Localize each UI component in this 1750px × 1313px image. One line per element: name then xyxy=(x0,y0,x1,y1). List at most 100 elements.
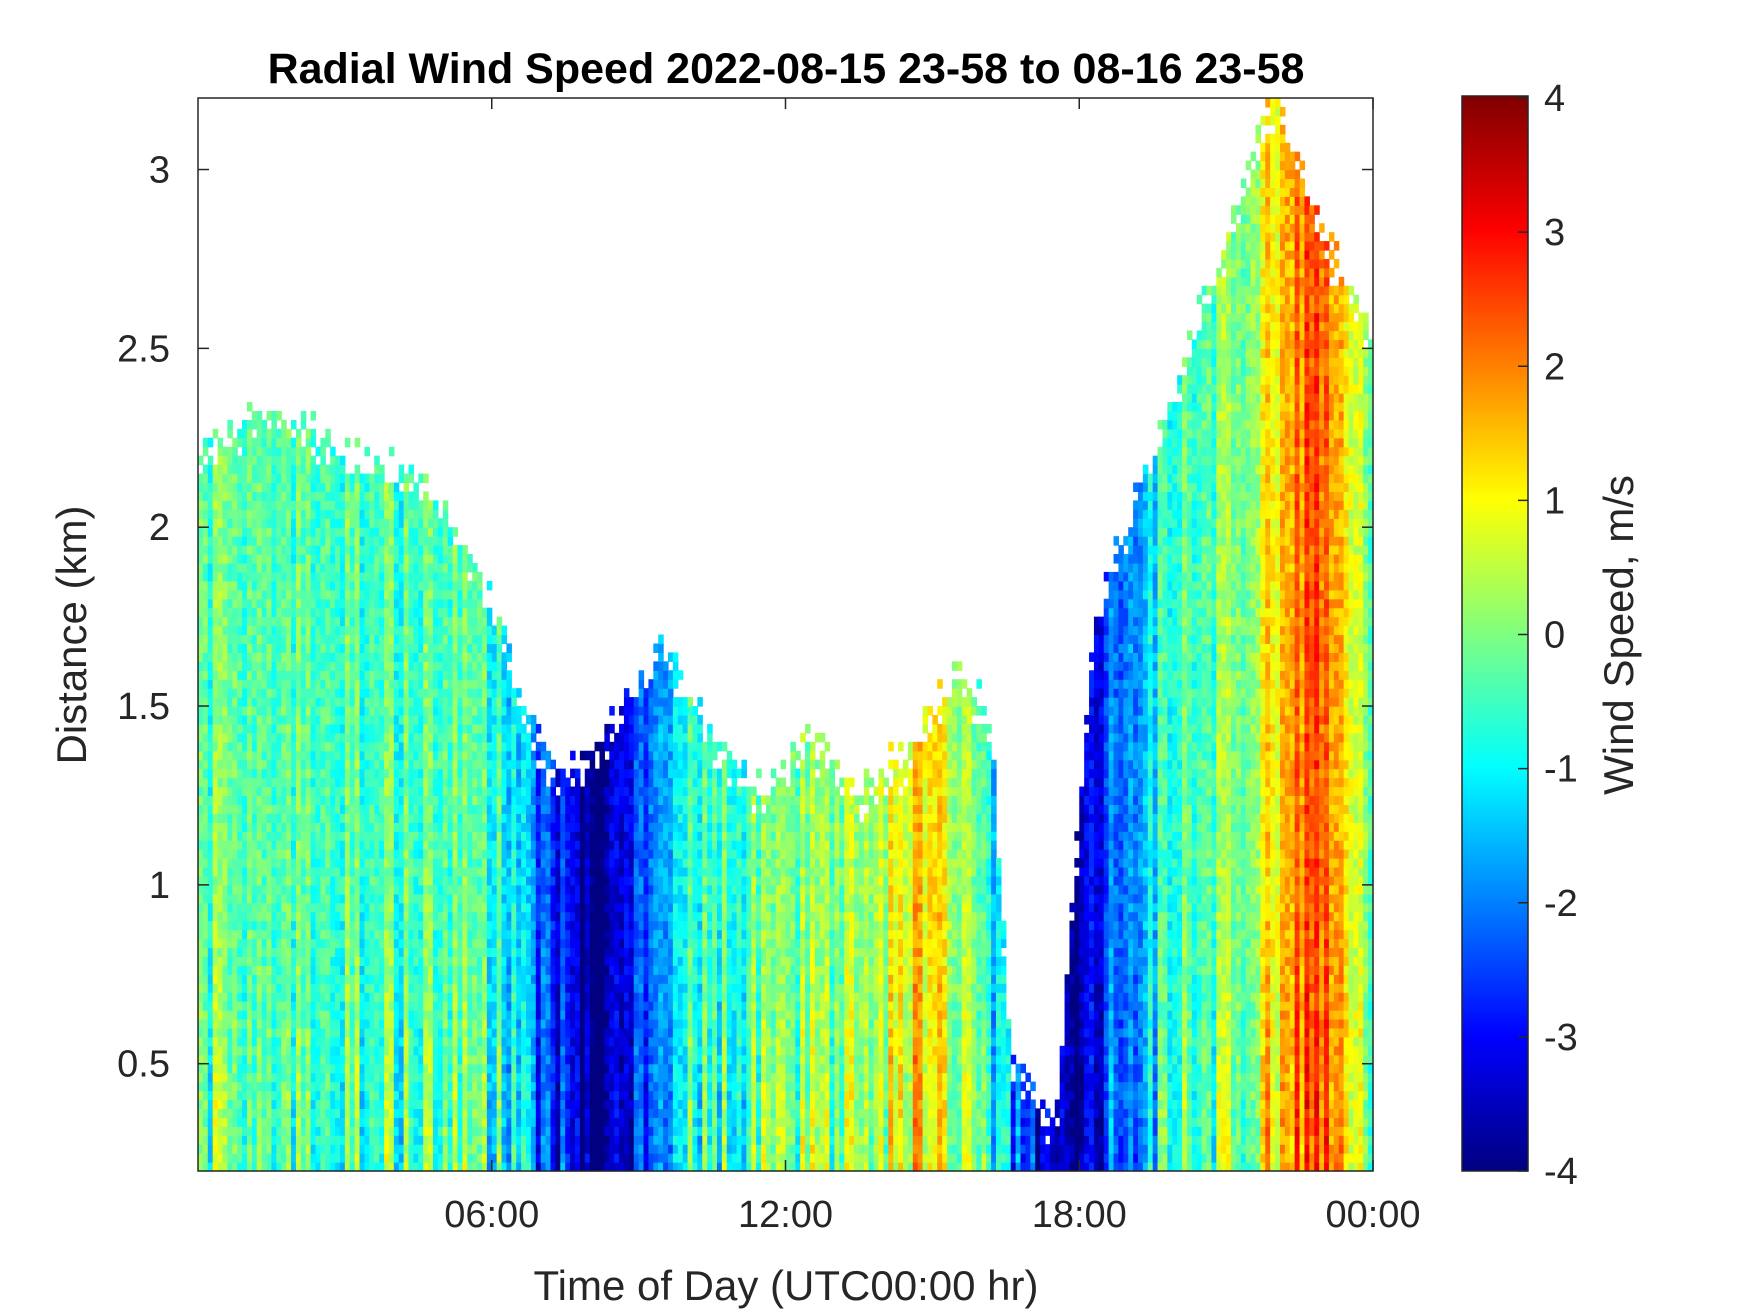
heatmap-cell xyxy=(246,723,253,734)
heatmap-cell xyxy=(486,1090,493,1101)
heatmap-cell xyxy=(403,831,410,841)
heatmap-cell xyxy=(462,992,468,1002)
heatmap-cell xyxy=(202,509,209,519)
heatmap-cell xyxy=(398,464,405,475)
heatmap-cell xyxy=(202,956,209,966)
heatmap-cell xyxy=(266,1162,273,1172)
heatmap-cell xyxy=(207,1126,214,1136)
heatmap-cell xyxy=(286,858,292,868)
heatmap-cell xyxy=(281,1001,287,1011)
heatmap-cell xyxy=(374,616,380,627)
heatmap-cell xyxy=(198,1010,204,1020)
heatmap-cell xyxy=(344,1081,351,1092)
heatmap-cell xyxy=(237,652,243,662)
heatmap-cell xyxy=(300,804,307,814)
heatmap-cell xyxy=(242,983,248,993)
heatmap-cell xyxy=(237,428,243,439)
heatmap-cell xyxy=(403,1135,410,1145)
heatmap-cell xyxy=(477,723,483,734)
heatmap-cell xyxy=(349,554,356,564)
heatmap-cell xyxy=(452,670,459,680)
heatmap-cell xyxy=(227,1135,233,1145)
heatmap-cell xyxy=(369,598,375,609)
heatmap-cell xyxy=(330,545,336,555)
heatmap-cell xyxy=(237,661,243,671)
heatmap-cell xyxy=(388,992,395,1002)
heatmap-cell xyxy=(364,554,370,564)
heatmap-cell xyxy=(246,634,253,645)
heatmap-cell xyxy=(413,786,419,797)
heatmap-cell xyxy=(232,509,238,519)
heatmap-cell xyxy=(339,1153,346,1163)
heatmap-cell xyxy=(447,858,454,868)
heatmap-cell xyxy=(359,1135,366,1145)
heatmap-cell xyxy=(291,741,297,752)
heatmap-cell xyxy=(423,580,429,591)
heatmap-cell xyxy=(413,1162,419,1172)
heatmap-cell xyxy=(477,750,483,761)
heatmap-cell xyxy=(393,688,400,698)
heatmap-cell xyxy=(246,1081,253,1092)
heatmap-cell xyxy=(403,1108,410,1118)
heatmap-cell xyxy=(291,1036,297,1047)
heatmap-cell xyxy=(281,1090,287,1101)
heatmap-cell xyxy=(403,866,410,877)
heatmap-cell xyxy=(325,1045,331,1056)
heatmap-cell xyxy=(398,875,405,886)
heatmap-cell xyxy=(256,527,263,537)
heatmap-cell xyxy=(462,831,468,841)
heatmap-cell xyxy=(472,1036,478,1047)
heatmap-cell xyxy=(222,697,228,707)
heatmap-cell xyxy=(242,625,248,636)
heatmap-cell xyxy=(388,902,395,913)
heatmap-cell xyxy=(266,1126,273,1136)
heatmap-cell xyxy=(242,813,248,823)
heatmap-cell xyxy=(276,428,282,439)
heatmap-cell xyxy=(251,607,258,618)
heatmap-cell xyxy=(237,688,243,698)
heatmap-cell xyxy=(320,527,326,537)
heatmap-cell xyxy=(364,875,370,886)
heatmap-cell xyxy=(246,1072,253,1083)
heatmap-cell xyxy=(320,455,326,466)
heatmap-cell xyxy=(452,1001,459,1011)
heatmap-cell xyxy=(305,607,312,618)
heatmap-cell xyxy=(433,616,439,627)
heatmap-cell xyxy=(349,679,356,689)
heatmap-cell xyxy=(457,554,463,564)
heatmap-cell xyxy=(437,661,444,671)
heatmap-cell xyxy=(246,983,253,993)
heatmap-cell xyxy=(379,1027,385,1038)
heatmap-cell xyxy=(442,634,449,645)
heatmap-cell xyxy=(286,589,292,600)
heatmap-cell xyxy=(295,750,302,761)
heatmap-cell xyxy=(271,822,277,832)
heatmap-cell xyxy=(413,545,419,555)
heatmap-cell xyxy=(388,509,395,519)
heatmap-cell xyxy=(261,795,268,805)
heatmap-cell xyxy=(359,714,366,725)
heatmap-cell xyxy=(212,562,219,573)
heatmap-cell xyxy=(481,706,488,716)
heatmap-cell xyxy=(291,956,297,966)
heatmap-cell xyxy=(467,1045,473,1056)
heatmap-cell xyxy=(506,1162,512,1172)
heatmap-cell xyxy=(335,920,341,931)
heatmap-cell xyxy=(467,1010,473,1020)
heatmap-cell xyxy=(452,777,459,788)
heatmap-cell xyxy=(486,625,493,636)
heatmap-cell xyxy=(198,482,204,493)
heatmap-cell xyxy=(379,804,385,814)
heatmap-cell xyxy=(246,920,253,931)
heatmap-cell xyxy=(496,1162,503,1172)
heatmap-cell xyxy=(359,741,366,752)
heatmap-cell xyxy=(418,527,424,537)
heatmap-cell xyxy=(217,500,224,510)
heatmap-cell xyxy=(393,804,400,814)
heatmap-cell xyxy=(286,1027,292,1038)
heatmap-cell xyxy=(310,598,317,609)
heatmap-cell xyxy=(403,643,410,653)
heatmap-cell xyxy=(256,706,263,716)
heatmap-cell xyxy=(428,974,434,984)
heatmap-cell xyxy=(281,804,287,814)
